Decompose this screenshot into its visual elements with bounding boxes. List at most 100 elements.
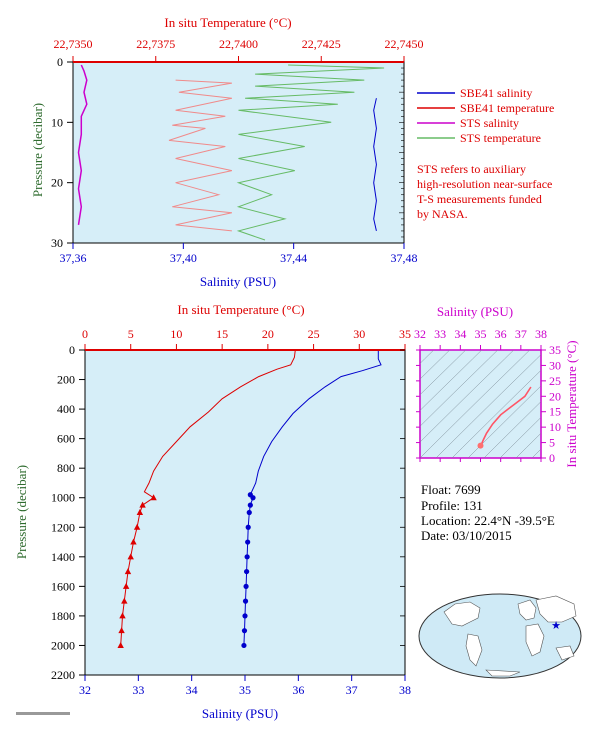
- top-pressure-tick-label: 20: [51, 176, 63, 190]
- float-info: Float: 7699 Profile: 131 Location: 22.4°…: [421, 482, 555, 543]
- ts-series: [477, 386, 532, 449]
- main-sal-tick-label: 34: [186, 683, 198, 697]
- main-temp-tick-label: 10: [170, 327, 182, 341]
- main-sal-tick-label: 33: [132, 683, 144, 697]
- main-series: [117, 349, 382, 649]
- salinity-point: [243, 583, 249, 589]
- ts-sal-ticks: 32 33 34 35 36 37 38: [414, 327, 547, 462]
- main-sal-tick-label: 36: [292, 683, 304, 697]
- temperature-point: [117, 641, 124, 648]
- main-chart: In situ Temperature (°C) 0 5 10 15 20 25 30 35 …: [14, 302, 411, 721]
- main-temp-tick-label: 25: [308, 327, 320, 341]
- footer-credit: [16, 712, 70, 715]
- main-pressure-tick-label: 1600: [51, 579, 75, 593]
- top-series-sbe41-temperature: [168, 79, 233, 232]
- ts-temp-tick-label: 15: [549, 405, 561, 419]
- float-number: Float: 7699: [421, 482, 481, 497]
- top-pressure-ticks: 0 10 20 30: [51, 55, 73, 250]
- top-pressure-tick-label: 0: [57, 55, 63, 69]
- top-temp-tick-label: 22,7400: [219, 37, 258, 51]
- main-temp-tick-label: 30: [353, 327, 365, 341]
- top-temp-tick-label: 22,7350: [54, 37, 93, 51]
- ts-sal-tick-label: 37: [515, 327, 527, 341]
- legend-note-line-1: STS refers to auxiliary: [417, 162, 526, 176]
- top-sal-axis-title: Salinity (PSU): [200, 274, 276, 289]
- profile-number: Profile: 131: [421, 498, 483, 513]
- salinity-point: [242, 613, 248, 619]
- top-temp-tick-label: 22,7450: [385, 37, 424, 51]
- top-plot-area: [72, 61, 405, 244]
- top-series-sbe41-salinity: [373, 98, 377, 232]
- ts-sal-tick-label: 34: [454, 327, 466, 341]
- ts-temp-tick-label: 10: [549, 420, 561, 434]
- temperature-point: [118, 627, 125, 634]
- top-temp-axis-title: In situ Temperature (°C): [164, 15, 291, 30]
- ts-sal-tick-label: 36: [495, 327, 507, 341]
- salinity-point: [247, 502, 253, 508]
- map-land: [443, 595, 577, 677]
- top-pressure-tick-label: 10: [51, 115, 63, 129]
- main-temp-axis-title: In situ Temperature (°C): [177, 302, 304, 317]
- salinity-point: [250, 495, 256, 501]
- ts-sal-axis-title: Salinity (PSU): [437, 304, 513, 319]
- float-location-marker-icon: ★: [551, 620, 561, 632]
- salinity-point: [241, 642, 247, 649]
- top-series-sts-salinity: [77, 64, 88, 226]
- temperature-point: [122, 582, 130, 589]
- salinity-point: [245, 524, 251, 530]
- salinity-point: [244, 568, 250, 575]
- temperature-point: [119, 612, 126, 619]
- main-pressure-ticks: 0 200 400 600 800 1000 1200 1400 1600 1800 2000 220…: [51, 343, 405, 682]
- ts-temp-tick-label: 25: [549, 374, 561, 388]
- ts-temp-tick-label: 0: [549, 451, 555, 465]
- top-pressure-tick-label: 30: [51, 236, 63, 250]
- main-temp-tick-label: 5: [128, 327, 134, 341]
- main-temp-tick-label: 0: [82, 327, 88, 341]
- ts-sal-tick-label: 38: [535, 327, 547, 341]
- main-pressure-tick-label: 1000: [51, 491, 75, 505]
- legend-note-line-3: T-S measurements funded: [417, 192, 542, 206]
- legend-note-line-2: high-resolution near-surface: [417, 177, 552, 191]
- ts-isopycnals: [420, 350, 541, 458]
- main-temp-ticks: 0 5 10 15 20 25 30 35: [82, 327, 411, 350]
- ts-temp-axis-title: In situ Temperature (°C): [564, 340, 579, 467]
- ts-temp-tick-label: 5: [549, 436, 555, 450]
- temperature-point: [139, 501, 146, 508]
- location: Location: 22.4°N -39.5°E: [421, 513, 555, 528]
- main-sal-tick-label: 35: [239, 683, 251, 697]
- main-pressure-tick-label: 600: [57, 432, 75, 446]
- legend-label: SBE41 temperature: [460, 101, 554, 115]
- ts-sal-tick-label: 33: [434, 327, 446, 341]
- ts-temp-tick-label: 20: [549, 389, 561, 403]
- main-temp-tick-label: 35: [399, 327, 411, 341]
- top-sal-ticks: 37,36 37,40 37,44 37,48: [60, 243, 418, 265]
- ts-curve: [479, 386, 532, 447]
- main-pressure-tick-label: 1800: [51, 609, 75, 623]
- main-sal-tick-label: 37: [346, 683, 358, 697]
- temperature-point: [150, 494, 157, 501]
- salinity-point: [242, 598, 249, 604]
- ts-deep-cluster: [477, 442, 484, 449]
- top-sal-tick-label: 37,48: [391, 251, 418, 265]
- main-pressure-tick-label: 200: [57, 373, 75, 387]
- main-sal-tick-label: 38: [399, 683, 411, 697]
- temperature-point: [136, 509, 144, 515]
- top-sal-tick-label: 37,44: [280, 251, 307, 265]
- legend-label: STS salinity: [460, 116, 519, 130]
- top-temp-tick-label: 22,7425: [302, 37, 341, 51]
- legend-note-line-4: by NASA.: [417, 207, 468, 221]
- date: Date: 03/10/2015: [421, 528, 512, 543]
- main-pressure-tick-label: 2000: [51, 638, 75, 652]
- top-pressure-axis-title: Pressure (decibar): [30, 103, 45, 197]
- top-series: [77, 64, 385, 241]
- main-sal-tick-label: 32: [79, 683, 91, 697]
- salinity-point: [241, 628, 248, 634]
- top-temp-ticks: 22,7350 22,7375 22,7400 22,7425 22,7450: [54, 37, 424, 62]
- main-pressure-axis-title: Pressure (decibar): [14, 465, 29, 559]
- salinity-point: [244, 554, 250, 560]
